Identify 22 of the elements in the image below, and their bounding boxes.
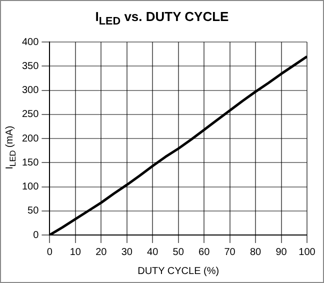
y-tick-label: 50 [28,206,40,217]
y-tick-label: 150 [22,157,40,168]
x-tick-label: 20 [96,246,108,258]
y-tick-label: 0 [33,230,40,241]
x-tick-label: 60 [198,246,210,258]
x-axis-title: DUTY CYCLE (%) [138,266,220,277]
x-tick-label: 10 [70,246,82,258]
x-tick-label: 70 [224,246,236,258]
x-tick-label: 0 [46,246,53,258]
y-tick-label: 200 [22,133,40,144]
chart-title: I$_{LED}$ vs. DUTY CYCLE [94,8,230,30]
x-tick-label: 40 [147,246,159,258]
x-tick-label: 30 [121,246,133,258]
y-tick-label: 350 [22,60,40,72]
x-tick-label: 50 [172,246,184,258]
x-tick-label: 100 [298,246,316,258]
x-tick-label: 80 [250,246,262,258]
y-tick-label: 250 [22,109,40,120]
x-tick-label: 90 [276,246,288,258]
y-tick-label: 100 [22,182,40,192]
y-tick-label: 400 [22,36,40,48]
y-tick-label: 300 [22,85,40,96]
